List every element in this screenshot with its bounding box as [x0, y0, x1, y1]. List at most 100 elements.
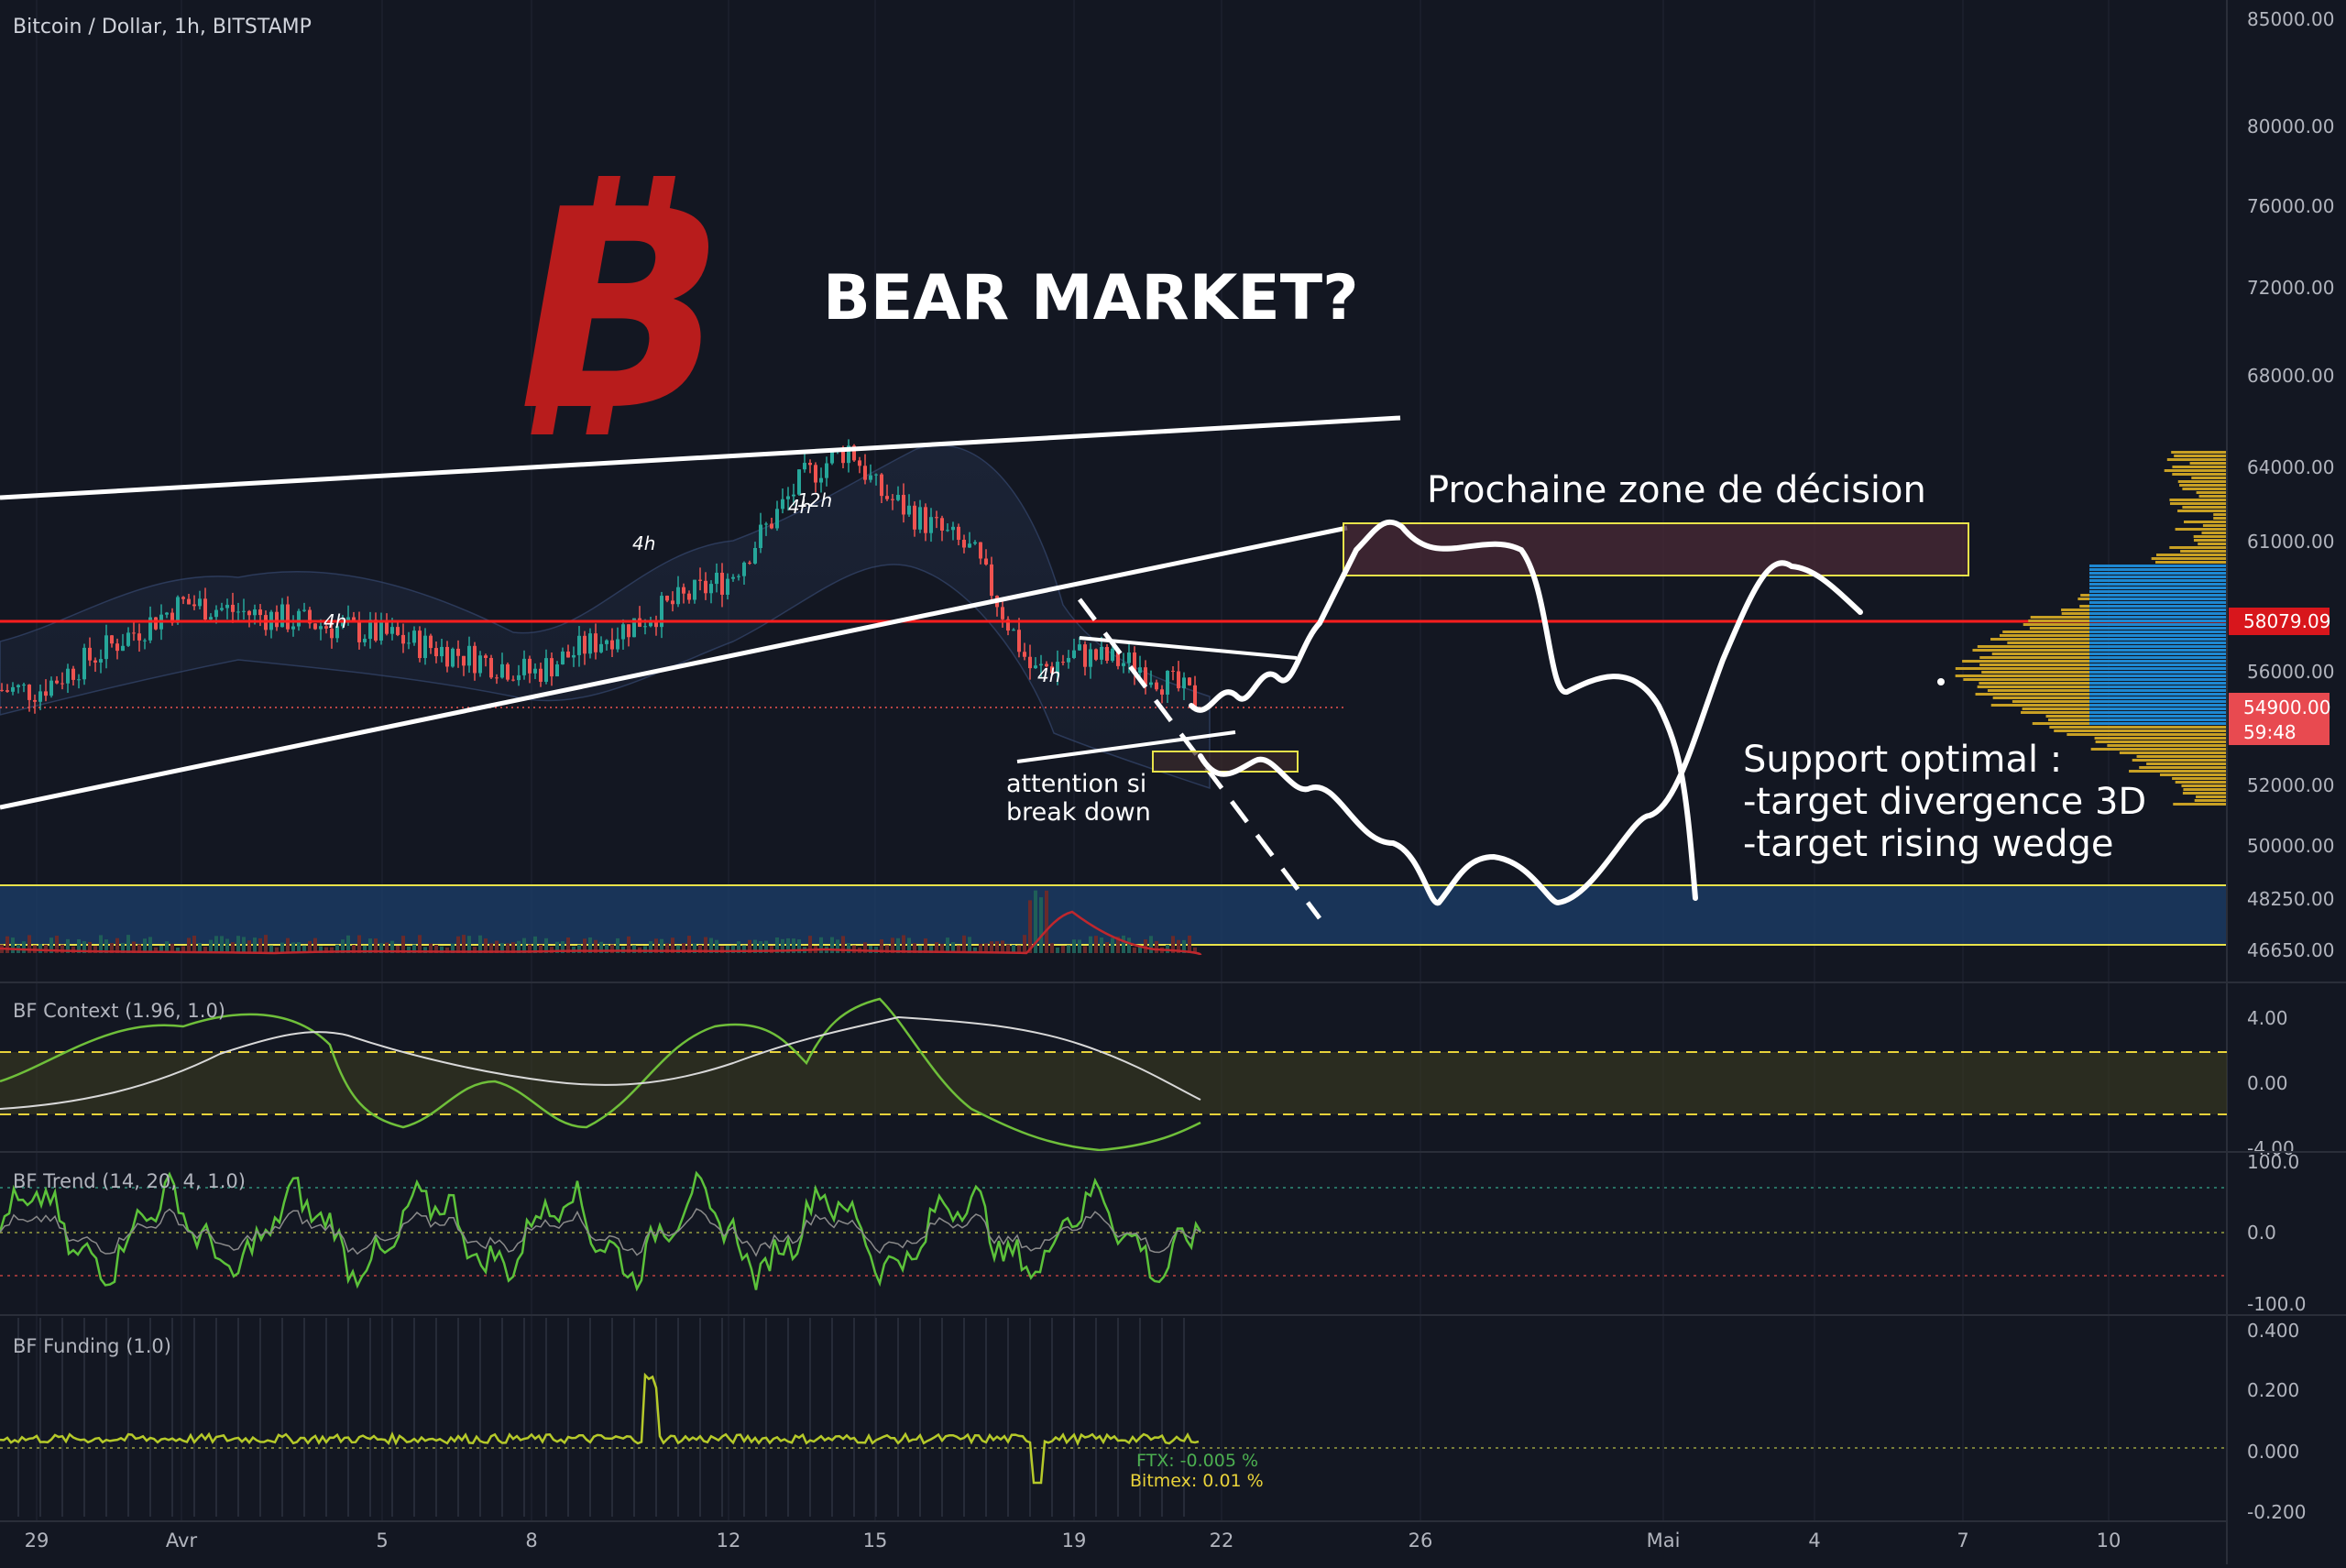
candle-body [1127, 652, 1131, 663]
volume-profile-bar [2007, 641, 2089, 644]
candle-body [473, 645, 477, 674]
volume-bar [401, 936, 405, 953]
candle-body [863, 466, 867, 480]
volume-profile-bar-value-area [2089, 700, 2227, 703]
volume-bar [143, 938, 147, 953]
volume-profile-bar [2172, 473, 2227, 476]
volume-profile-bar [2174, 455, 2227, 457]
volume-bar [533, 936, 537, 953]
volume-profile-bar [1955, 674, 2089, 677]
candle-body [726, 578, 729, 595]
volume-profile-bar [2029, 627, 2089, 630]
volume-bar [594, 939, 597, 953]
symbol-title[interactable]: Bitcoin / Dollar, 1h, BITSTAMP [13, 16, 312, 38]
trend-label: BF Trend (14, 20, 4, 1.0) [13, 1170, 246, 1192]
volume-bar [528, 944, 532, 953]
candle-body [1083, 644, 1087, 667]
candle-body [676, 587, 680, 605]
candle-body [918, 507, 922, 530]
volume-profile-bar [2182, 488, 2227, 490]
volume-profile-bar [2193, 539, 2227, 542]
volume-bar [610, 944, 614, 953]
candle-body [319, 626, 323, 630]
candle-body [973, 542, 977, 544]
candle-body [302, 609, 306, 611]
volume-profile-bar [2169, 546, 2227, 549]
time-axis-label: 29 [25, 1530, 49, 1552]
candle-body [352, 617, 356, 621]
volume-bar [682, 943, 685, 953]
candle-body [445, 646, 449, 667]
candle-body [841, 449, 845, 464]
time-axis-label: 26 [1409, 1530, 1433, 1552]
volume-profile-bar [1991, 652, 2089, 655]
candle-body [88, 647, 92, 661]
volume-bar [291, 942, 295, 953]
volume-bar [159, 945, 163, 953]
candle-body [93, 660, 97, 663]
triangle-upper-line [1079, 636, 1298, 660]
candle-body [192, 604, 196, 607]
volume-profile-bar [2213, 517, 2227, 520]
volume-profile-bar-value-area [2089, 678, 2227, 681]
candle-body [561, 651, 565, 665]
context-band [0, 1052, 2227, 1114]
candle-body [962, 539, 966, 548]
volume-bar [946, 938, 949, 953]
candle-body [935, 517, 938, 519]
volume-profile-bar [2198, 543, 2227, 545]
projection-path-up [1189, 519, 1698, 901]
volume-bar [1105, 942, 1109, 953]
candle-body [5, 690, 9, 692]
candle-body [687, 593, 691, 600]
candle-body [357, 620, 361, 642]
volume-profile-bar-value-area [2089, 590, 2227, 593]
volume-bar [1050, 943, 1054, 953]
time-axis-label: 10 [2097, 1530, 2121, 1552]
volume-profile-bar [2196, 795, 2227, 798]
volume-bar [506, 943, 510, 953]
price-axis[interactable]: 85000.00 80000.00 76000.00 72000.00 68000.00… [2226, 0, 2334, 1564]
time-axis-label: 4 [1808, 1530, 1820, 1552]
volume-bar [88, 941, 92, 953]
candle-body [236, 611, 240, 613]
candle-body [610, 640, 614, 650]
time-axis[interactable]: 29 Avr 5 8 12 15 19 22 26 Mai 4 7 10 [0, 1520, 2227, 1552]
candle-body [764, 523, 768, 525]
volume-bar [1149, 936, 1153, 953]
candle-body [115, 643, 119, 652]
volume-bar [511, 942, 515, 953]
volume-bar [1100, 937, 1103, 953]
volume-bar [484, 938, 488, 953]
candle-body [506, 663, 510, 680]
candle-body [869, 475, 872, 480]
volume-profile-bar [1962, 660, 2089, 663]
candle-body [66, 668, 70, 684]
volume-bar [1072, 939, 1076, 953]
volume-bar [418, 935, 422, 953]
volume-bar [715, 939, 718, 953]
projection-path-down [1198, 560, 1863, 906]
context-pane[interactable]: BF Context (1.96, 1.0) 4.00 0.00 -4.00 [0, 981, 2346, 1159]
volume-bar [319, 946, 323, 953]
volume-bar [1089, 936, 1092, 953]
volume-profile-bar [2028, 620, 2089, 622]
candle-body [665, 596, 669, 601]
attention-label-line2: break down [1006, 798, 1151, 827]
price-pane[interactable]: B [0, 0, 2227, 1521]
volume-bar [775, 937, 779, 953]
volume-bar [599, 941, 603, 953]
trend-pane[interactable]: BF Trend (14, 20, 4, 1.0) 100.0 0.0 -100… [0, 1151, 2346, 1315]
volume-bar [1034, 890, 1037, 953]
volume-profile-bar-value-area [2089, 583, 2227, 586]
volume-profile-bar [2172, 466, 2227, 468]
candle-body [1144, 667, 1147, 685]
funding-ftx-label: FTX: -0.005 % [1136, 1451, 1258, 1471]
funding-pane[interactable]: BF Funding (1.0) FTX: -0.005 % Bitmex: 0… [0, 1314, 2346, 1523]
price-axis-label: 80000.00 [2247, 115, 2334, 137]
volume-profile-bar [2030, 616, 2089, 619]
candle-body [588, 633, 592, 654]
volume-bar [495, 940, 499, 953]
volume-profile-bar [2119, 751, 2227, 754]
volume-bar [1182, 939, 1186, 953]
